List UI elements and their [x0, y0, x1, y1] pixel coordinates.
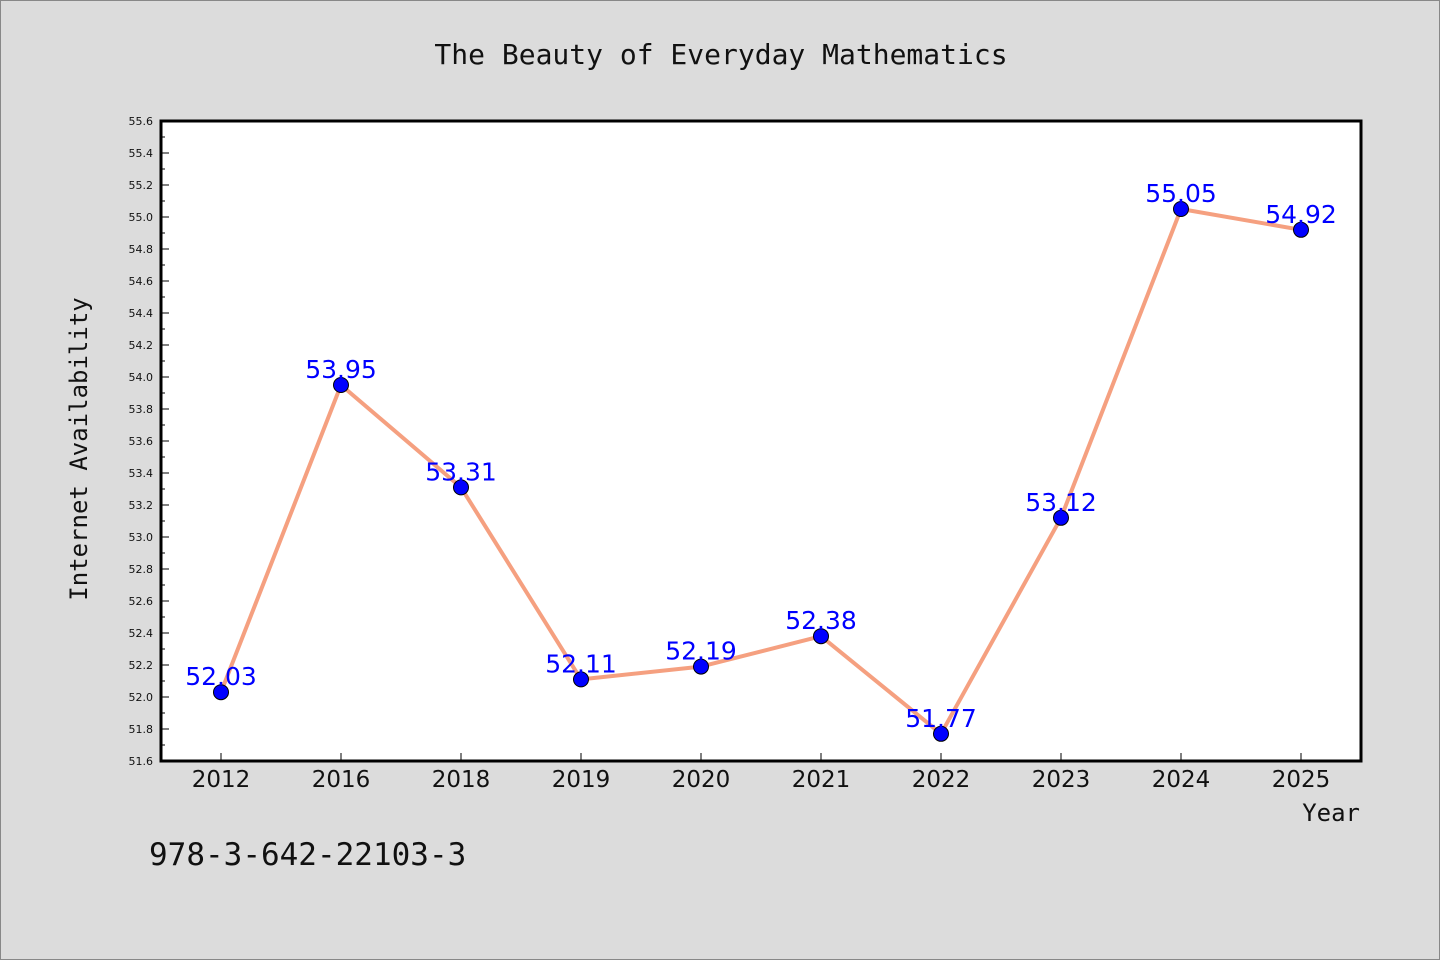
data-point-marker	[213, 684, 229, 701]
x-tick-label: 2024	[1152, 767, 1211, 793]
data-point-label: 52.11	[545, 649, 617, 678]
x-tick-label: 2016	[312, 767, 371, 793]
y-tick-label: 55.6	[129, 115, 154, 128]
data-point-marker	[933, 725, 949, 742]
x-tick-label: 2020	[672, 767, 731, 793]
y-tick-label: 52.8	[129, 563, 154, 576]
y-tick-label: 55.2	[129, 179, 154, 192]
data-point-label: 53.95	[305, 355, 377, 384]
data-point-label: 52.03	[185, 662, 257, 691]
y-tick-label: 53.6	[129, 435, 154, 448]
x-tick-label: 2022	[912, 767, 971, 793]
chart-title: The Beauty of Everyday Mathematics	[434, 38, 1007, 71]
x-axis-ticks: 2012 2016 2018 2019 2020 2021 2022 2023 2024 2025	[192, 753, 1331, 793]
y-axis-ticks: 51.6 51.8 52.0 52.2 52.4 52.6 52.8 53.0 53.2 53.4…	[129, 115, 169, 768]
x-tick-label: 2019	[552, 767, 611, 793]
data-point-marker	[453, 479, 469, 496]
data-point-label: 51.77	[905, 704, 977, 733]
y-tick-label: 54.4	[129, 307, 154, 320]
plot-area	[159, 119, 1363, 763]
data-point-label: 53.31	[425, 457, 497, 486]
x-tick-label: 2023	[1032, 767, 1091, 793]
y-tick-label: 52.4	[129, 627, 154, 640]
y-tick-label: 53.2	[129, 499, 154, 512]
data-labels: 52.03 53.95 53.31 52.11 52.19 52.38 51.77 53.12…	[185, 179, 1337, 733]
data-point-marker	[813, 628, 829, 645]
y-tick-label: 52.6	[129, 595, 154, 608]
x-tick-label: 2025	[1272, 767, 1331, 793]
data-point-label: 52.19	[665, 637, 737, 666]
data-point-marker	[1293, 221, 1309, 238]
y-tick-label: 53.4	[129, 467, 154, 480]
data-point-marker	[1173, 201, 1189, 217]
y-axis-label: Internet Availability	[65, 297, 93, 600]
x-tick-label: 2018	[432, 767, 491, 793]
y-tick-label: 52.0	[129, 691, 154, 704]
y-tick-label: 54.2	[129, 339, 154, 352]
data-point-label: 53.12	[1025, 488, 1097, 517]
isbn-annotation: 978-3-642-22103-3	[149, 837, 466, 873]
x-tick-label: 2021	[792, 767, 851, 793]
data-markers	[213, 201, 1309, 742]
y-tick-label: 51.8	[129, 723, 154, 736]
data-point-label: 54.92	[1265, 200, 1337, 229]
x-axis-label: Year	[1302, 799, 1360, 827]
data-point-label: 55.05	[1145, 179, 1217, 208]
series-line-layer	[219, 207, 1303, 736]
y-tick-label: 53.0	[129, 531, 154, 544]
y-tick-label: 54.0	[129, 371, 154, 384]
data-point-marker	[573, 671, 589, 688]
y-tick-label: 54.8	[129, 243, 154, 256]
data-point-marker	[333, 377, 349, 393]
series-line	[219, 207, 1303, 736]
y-tick-label: 52.2	[129, 659, 154, 672]
y-tick-label: 53.8	[129, 403, 154, 416]
y-tick-label: 55.4	[129, 147, 154, 160]
x-tick-label: 2012	[192, 767, 251, 793]
y-tick-label: 54.6	[129, 275, 154, 288]
data-point-label: 52.38	[785, 606, 857, 635]
data-point-marker	[1053, 509, 1069, 526]
y-tick-label: 55.0	[129, 211, 154, 224]
data-point-marker	[693, 658, 709, 675]
y-tick-label: 51.6	[129, 755, 154, 768]
